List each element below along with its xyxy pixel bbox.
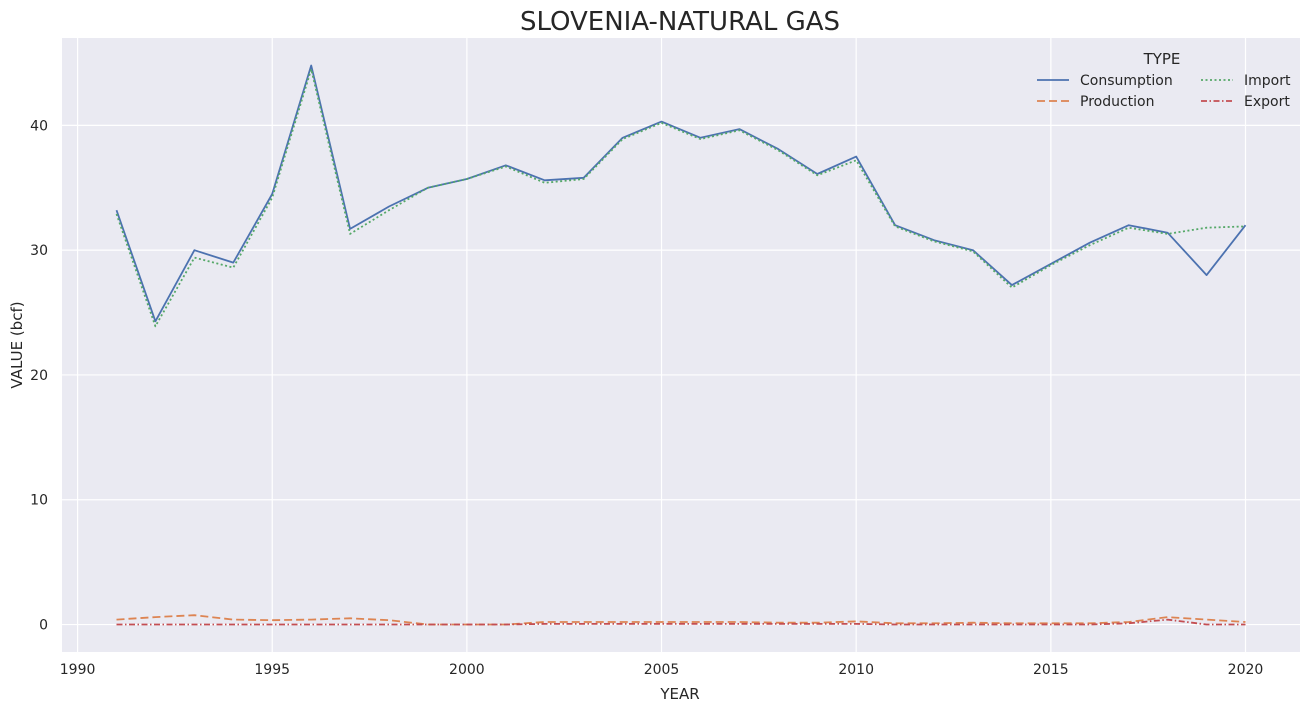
y-tick-label: 40: [30, 118, 48, 134]
legend: TYPE Consumption Production Import Export: [1037, 50, 1291, 110]
x-tick-label: 2010: [838, 662, 874, 678]
x-tick-label: 2005: [644, 662, 680, 678]
plot-area: [62, 38, 1300, 652]
legend-item-production: Production: [1037, 94, 1154, 110]
legend-label: Consumption: [1080, 73, 1173, 89]
legend-label: Export: [1244, 94, 1290, 110]
legend-title: TYPE: [1143, 50, 1181, 68]
y-tick-label: 0: [39, 618, 48, 634]
legend-label: Production: [1080, 94, 1154, 110]
tick-labels: 1990 1995 2000 2005 2010 2015 2020 0 10 20 30 40: [30, 118, 1263, 678]
x-tick-label: 1990: [60, 662, 96, 678]
x-tick-label: 2015: [1033, 662, 1069, 678]
series-line-consumption: [115, 64, 1247, 323]
chart-title: SLOVENIA-NATURAL GAS: [520, 7, 840, 37]
x-tick-label: 2020: [1228, 662, 1264, 678]
x-axis-label: YEAR: [659, 685, 699, 703]
legend-label: Import: [1244, 73, 1291, 89]
x-tick-label: 2000: [449, 662, 485, 678]
legend-item-export: Export: [1201, 94, 1290, 110]
legend-item-import: Import: [1201, 73, 1291, 89]
y-tick-label: 10: [30, 493, 48, 509]
y-tick-label: 20: [30, 368, 48, 384]
series-line-export: [116, 618, 1246, 626]
legend-item-consumption: Consumption: [1037, 73, 1173, 89]
y-tick-label: 30: [30, 243, 48, 259]
series-line-import: [115, 68, 1246, 328]
y-axis-label: VALUE (bcf): [8, 301, 26, 388]
series-line-production: [116, 614, 1246, 626]
x-tick-label: 1995: [254, 662, 290, 678]
series-lines: [115, 64, 1247, 626]
